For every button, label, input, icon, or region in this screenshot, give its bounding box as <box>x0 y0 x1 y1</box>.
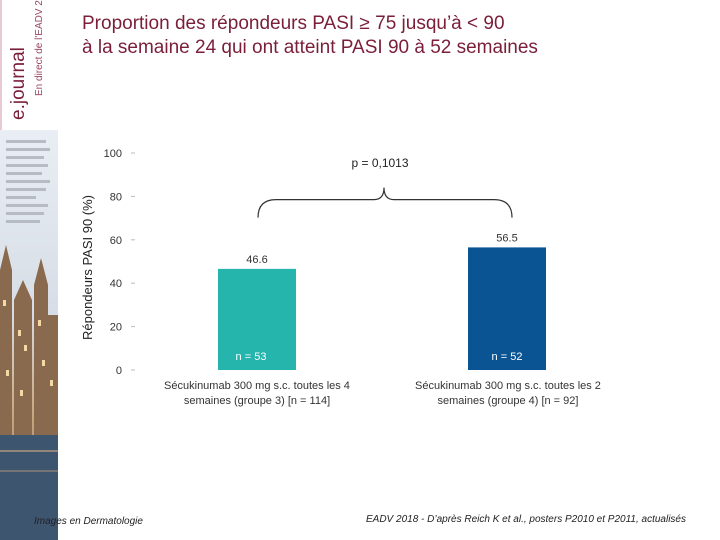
logo-band <box>0 0 58 130</box>
sidebar-banner: e.journal En direct de l'EADV 2018 <box>0 0 58 540</box>
bars: 46.6 n = 53 56.5 n = 52 <box>218 232 546 370</box>
category-label: semaines (groupe 4) [n = 92] <box>438 395 579 407</box>
bar <box>218 268 296 370</box>
category-label: Sécukinumab 300 mg s.c. toutes les 4 <box>164 380 350 392</box>
y-tick-label: 80 <box>110 191 122 203</box>
bar-n-label: n = 53 <box>236 351 267 363</box>
page-title: Proportion des répondeurs PASI ≥ 75 jusq… <box>82 12 702 60</box>
y-tick-label: 40 <box>110 278 122 290</box>
footer-source-right: EADV 2018 - D’après Reich K et al., post… <box>366 514 686 525</box>
y-axis: 0 20 40 60 80 100 <box>104 148 135 377</box>
significance-annotation: p = 0,1013 <box>257 156 513 218</box>
bar <box>468 247 546 370</box>
title-line-1: Proportion des répondeurs PASI ≥ 75 jusq… <box>82 13 505 34</box>
y-tick-label: 20 <box>110 322 122 334</box>
bar-n-label: n = 52 <box>492 351 523 363</box>
significance-bracket <box>257 187 513 218</box>
y-tick-label: 100 <box>104 148 122 160</box>
cathedral-illustration <box>0 130 58 540</box>
p-value-label: p = 0,1013 <box>351 156 408 170</box>
category-label: semaines (groupe 3) [n = 114] <box>184 395 330 407</box>
category-labels: Sécukinumab 300 mg s.c. toutes les 4 sema… <box>164 380 601 407</box>
y-tick-label: 60 <box>110 235 122 247</box>
category-label: Sécukinumab 300 mg s.c. toutes les 2 <box>415 380 601 392</box>
y-tick-label: 0 <box>116 365 122 377</box>
footer-source-left: Images en Dermatologie <box>34 516 143 527</box>
bar-value-label: 56.5 <box>496 232 517 244</box>
bar-value-label: 46.6 <box>246 254 267 266</box>
title-line-2: à la semaine 24 qui ont atteint PASI 90 … <box>82 37 538 58</box>
